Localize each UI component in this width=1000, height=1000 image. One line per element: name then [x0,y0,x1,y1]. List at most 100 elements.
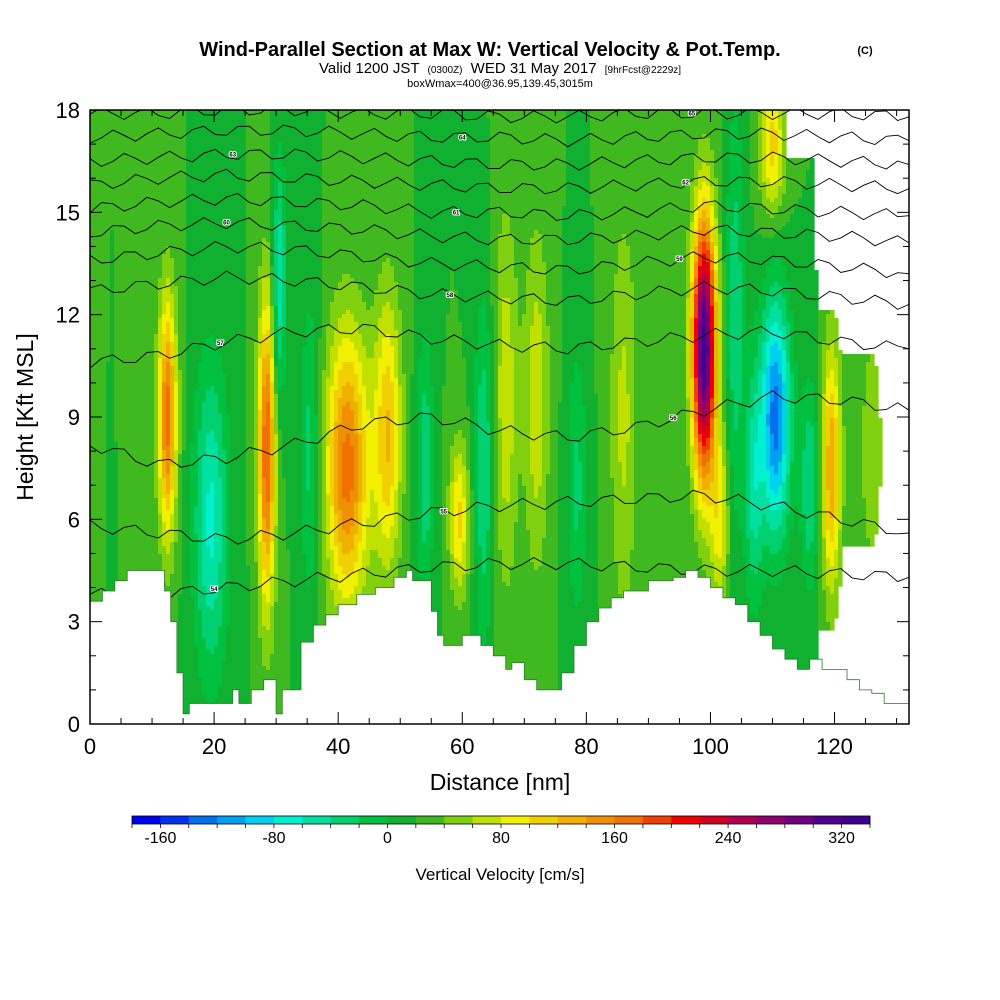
velocity-cell [730,402,735,407]
velocity-cell [542,378,551,383]
velocity-cell [550,330,563,335]
velocity-cell [730,126,739,131]
velocity-cell [258,386,263,391]
velocity-cell [726,314,731,319]
velocity-cell [186,442,191,447]
velocity-cell [422,454,431,459]
velocity-cell [258,310,263,315]
velocity-cell [730,226,739,231]
velocity-cell [318,446,323,451]
velocity-cell [842,414,863,419]
velocity-cell [510,214,563,219]
velocity-cell [742,390,751,395]
velocity-cell [254,450,259,455]
velocity-cell [742,326,747,331]
velocity-cell [330,362,335,367]
velocity-cell [770,370,779,375]
velocity-cell [266,374,271,379]
velocity-cell [562,294,595,299]
velocity-cell [342,394,355,399]
velocity-cell [194,394,207,399]
velocity-cell [718,290,723,295]
velocity-cell [698,266,703,271]
velocity-cell [694,346,699,351]
velocity-cell [530,326,543,331]
velocity-cell [194,422,203,427]
velocity-cell [166,378,171,383]
velocity-cell [358,358,379,363]
velocity-cell [798,382,807,387]
velocity-cell [718,222,723,227]
velocity-cell [738,246,747,251]
velocity-cell [186,362,199,367]
velocity-cell [274,214,283,219]
velocity-cell [430,338,447,343]
velocity-cell [322,310,331,315]
velocity-cell [762,290,771,295]
velocity-cell [542,314,547,319]
velocity-cell [590,202,691,207]
velocity-cell [390,258,415,263]
velocity-cell [278,262,283,267]
velocity-cell [790,378,795,383]
velocity-cell [842,434,847,439]
velocity-cell [394,434,399,439]
velocity-cell [114,262,163,267]
velocity-cell [758,414,767,419]
velocity-cell [778,150,783,155]
velocity-cell [598,398,611,403]
velocity-cell [702,298,707,303]
velocity-cell [114,382,155,387]
velocity-cell [722,134,731,139]
velocity-cell [166,434,171,439]
velocity-cell [426,402,435,407]
velocity-cell [746,250,815,255]
velocity-cell [206,438,215,443]
velocity-cell [162,394,167,399]
velocity-cell [862,414,879,419]
velocity-cell [622,234,627,239]
velocity-cell [782,382,787,387]
velocity-cell [610,454,619,459]
velocity-cell [222,354,247,359]
velocity-cell [306,338,315,343]
velocity-cell [90,398,107,403]
velocity-cell [722,386,727,391]
velocity-cell [706,214,711,219]
velocity-cell [186,330,247,335]
velocity-cell [246,398,255,403]
velocity-cell [106,422,115,427]
velocity-cell [694,426,699,431]
velocity-cell [262,242,271,247]
velocity-cell [618,390,627,395]
velocity-cell [750,182,759,187]
velocity-cell [274,286,279,291]
velocity-cell [418,390,435,395]
velocity-cell [702,338,707,343]
velocity-cell [306,430,311,435]
velocity-cell [806,442,815,447]
velocity-cell [322,242,415,247]
velocity-cell [698,294,703,299]
velocity-cell [246,186,271,191]
velocity-cell [842,378,867,383]
velocity-cell [302,366,315,371]
velocity-cell [418,366,431,371]
velocity-cell [706,330,711,335]
velocity-cell [178,294,187,299]
velocity-cell [806,446,815,451]
velocity-cell [530,406,543,411]
velocity-cell [702,406,707,411]
velocity-cell [318,414,323,419]
velocity-cell [730,394,735,399]
velocity-cell [766,434,771,439]
velocity-cell [246,358,255,363]
velocity-cell [750,170,759,175]
velocity-cell [610,354,623,359]
velocity-cell [278,450,283,455]
velocity-cell [826,434,831,439]
velocity-cell [794,382,799,387]
velocity-cell [698,146,711,151]
velocity-cell [170,358,175,363]
velocity-cell [330,410,335,415]
